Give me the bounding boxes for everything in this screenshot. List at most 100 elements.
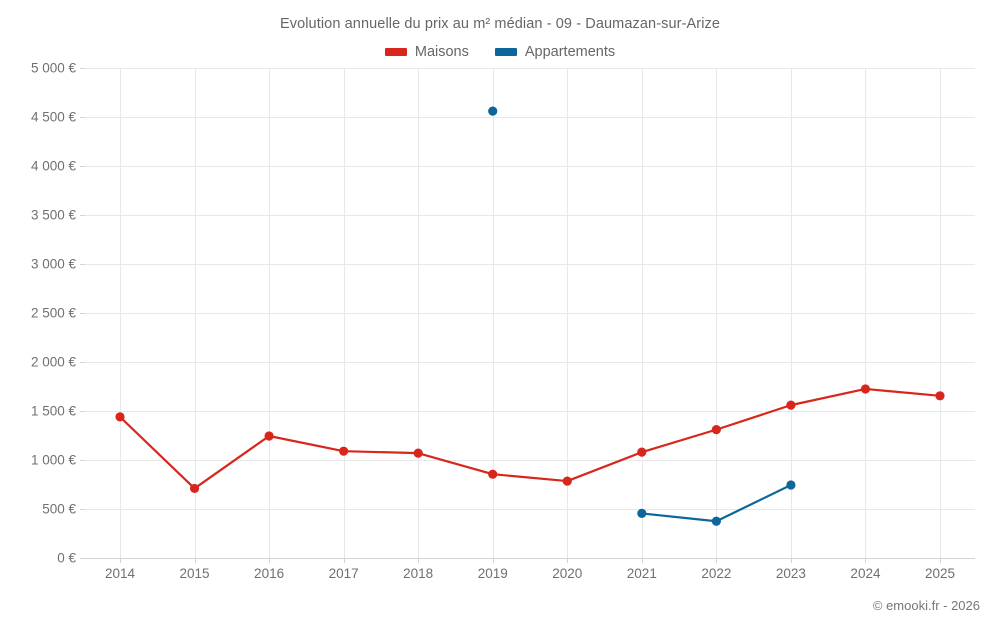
y-tick-label: 4 500 € <box>30 109 76 125</box>
chart-legend: Maisons Appartements <box>0 44 1000 60</box>
gridline-horizontal <box>85 509 975 510</box>
gridline-horizontal <box>85 166 975 167</box>
legend-swatch-maisons <box>384 48 407 56</box>
y-axis: 0 € 500 € 1 000 € 1 500 € 2 000 € 2 500 € 3 00… <box>0 0 85 625</box>
y-tick-mark <box>80 362 85 363</box>
y-tick-mark <box>80 460 85 461</box>
data-point-maisons[interactable] <box>786 400 796 410</box>
gridline-horizontal <box>85 460 975 461</box>
legend-item-maisons[interactable]: Maisons <box>384 44 469 60</box>
series-line-appartements <box>640 483 793 523</box>
gridline-horizontal <box>85 264 975 265</box>
x-tick-mark <box>120 558 121 563</box>
x-tick-mark <box>269 558 271 563</box>
legend-swatch-appartements <box>494 48 517 56</box>
x-tick-mark <box>492 558 494 563</box>
x-tick-label: 2022 <box>701 566 732 581</box>
x-tick-label: 2014 <box>104 566 136 581</box>
x-tick-mark <box>418 558 420 563</box>
x-tick-label: 2025 <box>924 566 956 581</box>
gridline-vertical <box>120 68 121 558</box>
x-tick-mark <box>641 558 643 563</box>
legend-label-appartements: Appartements <box>524 44 616 60</box>
gridline-vertical <box>418 68 420 558</box>
gridline-vertical <box>492 68 494 558</box>
x-tick-mark <box>865 558 867 563</box>
y-tick-mark <box>80 117 85 118</box>
gridline-vertical <box>716 68 718 558</box>
data-point-maisons[interactable] <box>413 448 423 458</box>
y-tick-mark <box>80 264 85 265</box>
y-tick-mark <box>80 509 85 510</box>
gridline-horizontal <box>85 411 975 412</box>
data-point-appartements[interactable] <box>637 508 647 519</box>
x-tick-mark <box>194 558 196 563</box>
y-tick-label: 3 500 € <box>30 207 76 223</box>
gridline-horizontal <box>85 313 975 314</box>
data-point-maisons[interactable] <box>189 483 200 494</box>
gridline-vertical <box>194 68 196 558</box>
data-point-maisons[interactable] <box>860 384 871 394</box>
y-tick-mark <box>80 166 85 167</box>
gridline-vertical <box>343 68 345 558</box>
data-point-maisons[interactable] <box>562 476 572 486</box>
plot-area <box>85 68 975 559</box>
x-tick-label: 2018 <box>403 566 434 581</box>
x-tick-mark <box>790 558 792 563</box>
y-tick-label: 500 € <box>42 501 76 517</box>
chart-credit: © emooki.fr - 2026 <box>872 598 980 613</box>
data-point-maisons[interactable] <box>115 412 125 422</box>
x-tick-label: 2021 <box>626 566 657 581</box>
x-tick-label: 2023 <box>775 566 806 581</box>
y-tick-label: 0 € <box>57 550 76 566</box>
gridline-vertical <box>567 68 569 558</box>
x-tick-mark <box>343 558 345 563</box>
series-line-maisons <box>118 387 942 490</box>
gridline-vertical <box>269 68 271 558</box>
data-point-maisons[interactable] <box>488 469 498 479</box>
data-point-maisons[interactable] <box>711 425 721 435</box>
y-tick-label: 1 500 € <box>30 403 76 419</box>
gridline-vertical <box>641 68 643 558</box>
data-point-maisons[interactable] <box>637 447 647 457</box>
x-tick-mark <box>567 558 569 563</box>
data-point-maisons[interactable] <box>935 391 945 401</box>
y-tick-label: 5 000 € <box>30 60 76 76</box>
y-tick-label: 2 500 € <box>30 305 76 321</box>
x-axis-line <box>85 558 975 559</box>
legend-item-appartements[interactable]: Appartements <box>494 44 616 60</box>
data-point-appartements[interactable] <box>711 516 721 526</box>
x-tick-label: 2017 <box>328 566 359 581</box>
x-tick-label: 2016 <box>254 566 285 581</box>
x-tick-label: 2015 <box>179 566 210 581</box>
gridline-vertical <box>865 68 867 558</box>
data-point-appartements[interactable] <box>488 106 498 116</box>
data-point-appartements[interactable] <box>786 480 796 490</box>
data-point-maisons[interactable] <box>339 446 349 456</box>
chart-title: Evolution annuelle du prix au m² médian … <box>279 16 721 32</box>
y-tick-mark <box>80 313 85 314</box>
gridline-vertical <box>940 68 941 558</box>
x-tick-label: 2020 <box>552 566 583 581</box>
x-tick-label: 2019 <box>477 566 508 581</box>
y-tick-label: 4 000 € <box>30 158 76 174</box>
gridline-horizontal <box>85 215 975 216</box>
x-tick-label: 2024 <box>850 566 881 581</box>
y-tick-mark <box>80 215 85 216</box>
gridline-horizontal <box>85 362 975 363</box>
y-tick-mark <box>80 411 85 412</box>
y-tick-label: 1 000 € <box>30 452 76 468</box>
gridline-horizontal <box>85 68 975 69</box>
data-point-maisons[interactable] <box>264 431 274 441</box>
y-tick-mark <box>80 68 85 69</box>
gridline-vertical <box>790 68 792 558</box>
y-tick-label: 3 000 € <box>30 256 76 272</box>
y-tick-label: 2 000 € <box>30 354 76 370</box>
y-tick-mark <box>80 558 85 559</box>
x-tick-mark <box>716 558 718 563</box>
legend-label-maisons: Maisons <box>414 44 469 60</box>
x-tick-mark <box>940 558 941 563</box>
gridline-horizontal <box>85 117 975 118</box>
